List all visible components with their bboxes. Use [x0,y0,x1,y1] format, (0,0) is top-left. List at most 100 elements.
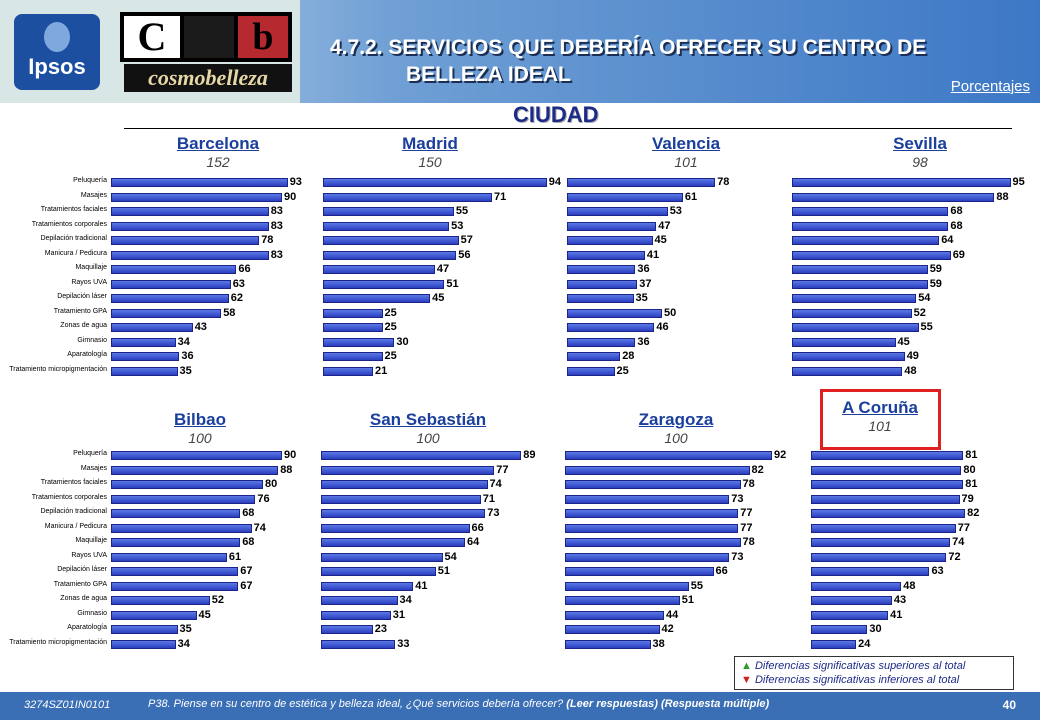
bar-san-sebastian-peluqueria [321,451,522,460]
bar-madrid-masajes [323,192,492,202]
page-title-line2: BELLEZA IDEAL [406,63,571,86]
value-label: 81 [965,478,978,490]
bar-zaragoza-tratamientos-faciales [565,480,741,489]
bar-san-sebastian-zonas-de-agua [321,596,398,605]
category-label: Tratamientos corporales [31,493,107,501]
value-label: 47 [658,219,671,232]
value-label: 82 [751,463,764,476]
category-label: Depilación tradicional [40,508,107,515]
value-label: 53 [669,205,682,217]
sample-size: 98 [912,154,928,170]
bar-san-sebastian-tratamientos-corporales [321,494,481,504]
bar-barcelona-depilacion-tradicional [111,236,260,245]
bar-valencia-tratamientos-corporales [567,221,657,231]
value-label: 57 [460,234,473,246]
bar-sevilla-peluqueria [792,178,1011,187]
question-text: P38. Piense en su centro de estética y b… [148,698,769,710]
value-label: 74 [952,536,965,548]
value-label: 78 [261,234,274,246]
bar-sevilla-manicura-pedicura [792,250,951,260]
value-label: 71 [493,190,507,203]
question-main: P38. Piense en su centro de estética y b… [148,698,564,710]
bar-barcelona-aparatologia [111,352,180,361]
value-label: 79 [961,492,974,505]
bar-a-coruna-tratamientos-corporales [811,494,960,504]
bar-sevilla-masajes [792,192,995,202]
bar-valencia-maquillaje [567,265,636,274]
value-label: 45 [654,234,667,246]
cosmobelleza-logo: cosmobelleza [124,64,292,92]
value-label: 80 [265,478,278,490]
bar-barcelona-tratamiento-micropigmentacion [111,366,178,376]
value-label: 89 [523,449,536,461]
category-label: Tratamiento GPA [53,580,107,588]
sample-size: 101 [868,418,892,434]
bar-zaragoza-tratamiento-gpa [565,581,689,591]
bar-a-coruna-depilacion-tradicional [811,509,966,518]
bar-sevilla-zonas-de-agua [792,323,919,332]
category-label: Rayos UVA [71,551,107,559]
value-label: 73 [731,550,744,563]
bar-valencia-tratamiento-micropigmentacion [567,366,615,376]
bar-a-coruna-tratamiento-gpa [811,581,902,591]
bar-sevilla-tratamientos-corporales [792,221,949,231]
sample-size: 100 [416,430,440,446]
category-label: Manicura / Pedicura [44,249,107,257]
bar-san-sebastian-tratamiento-micropigmentacion [321,639,396,649]
study-code: 3274SZ01IN0101 [24,699,111,711]
category-label: Tratamiento micropigmentación [9,638,107,646]
value-label: 41 [646,248,660,261]
bar-madrid-rayos-uva [323,279,445,289]
bar-bilbao-tratamientos-corporales [111,494,256,504]
bar-barcelona-tratamiento-gpa [111,308,222,318]
bar-bilbao-depilacion-tradicional [111,509,241,518]
value-label: 83 [270,205,283,217]
bar-sevilla-gimnasio [792,337,896,347]
bar-zaragoza-maquillaje [565,538,741,547]
value-label: 43 [893,594,907,606]
sample-size: 152 [206,154,230,170]
bar-bilbao-masajes [111,465,279,475]
value-label: 66 [471,521,484,534]
ipsos-face-icon [44,22,70,52]
value-label: 52 [211,594,225,606]
value-label: 35 [635,292,648,304]
legend-up-text: Diferencias significativas superiores al… [754,660,966,672]
value-label: 90 [284,190,297,203]
value-label: 74 [253,521,266,534]
category-label: Gimnasio [77,336,107,344]
city-name: Valencia [651,134,721,153]
value-label: 63 [232,277,245,290]
city-name: San Sebastián [369,410,487,429]
value-label: 48 [903,579,916,592]
value-label: 25 [616,364,629,377]
bar-san-sebastian-aparatologia [321,625,373,634]
bar-san-sebastian-maquillaje [321,538,465,547]
value-label: 77 [740,507,753,519]
bar-madrid-peluqueria [323,178,547,187]
value-label: 76 [257,492,270,505]
category-label: Zonas de agua [60,322,107,329]
value-label: 95 [1012,176,1025,188]
value-label: 45 [897,335,910,348]
cb-logo: C b [120,12,292,62]
bar-bilbao-depilacion-laser [111,567,239,576]
value-label: 55 [455,205,469,217]
cb-logo-b: b [238,16,288,58]
value-label: 36 [637,335,650,348]
triangle-up-icon: ▲ [741,660,752,672]
value-label: 54 [444,550,457,563]
value-label: 35 [179,364,192,377]
value-label: 41 [415,579,428,592]
value-label: 21 [374,364,388,377]
category-label: Gimnasio [77,609,107,617]
category-label: Rayos UVA [71,278,107,286]
category-label: Depilación tradicional [40,235,107,242]
bar-valencia-rayos-uva [567,279,638,289]
bar-barcelona-maquillaje [111,265,237,274]
sample-size: 100 [188,430,212,446]
value-label: 83 [270,248,283,261]
value-label: 68 [950,219,963,232]
value-label: 24 [858,637,871,650]
value-label: 81 [965,449,978,461]
